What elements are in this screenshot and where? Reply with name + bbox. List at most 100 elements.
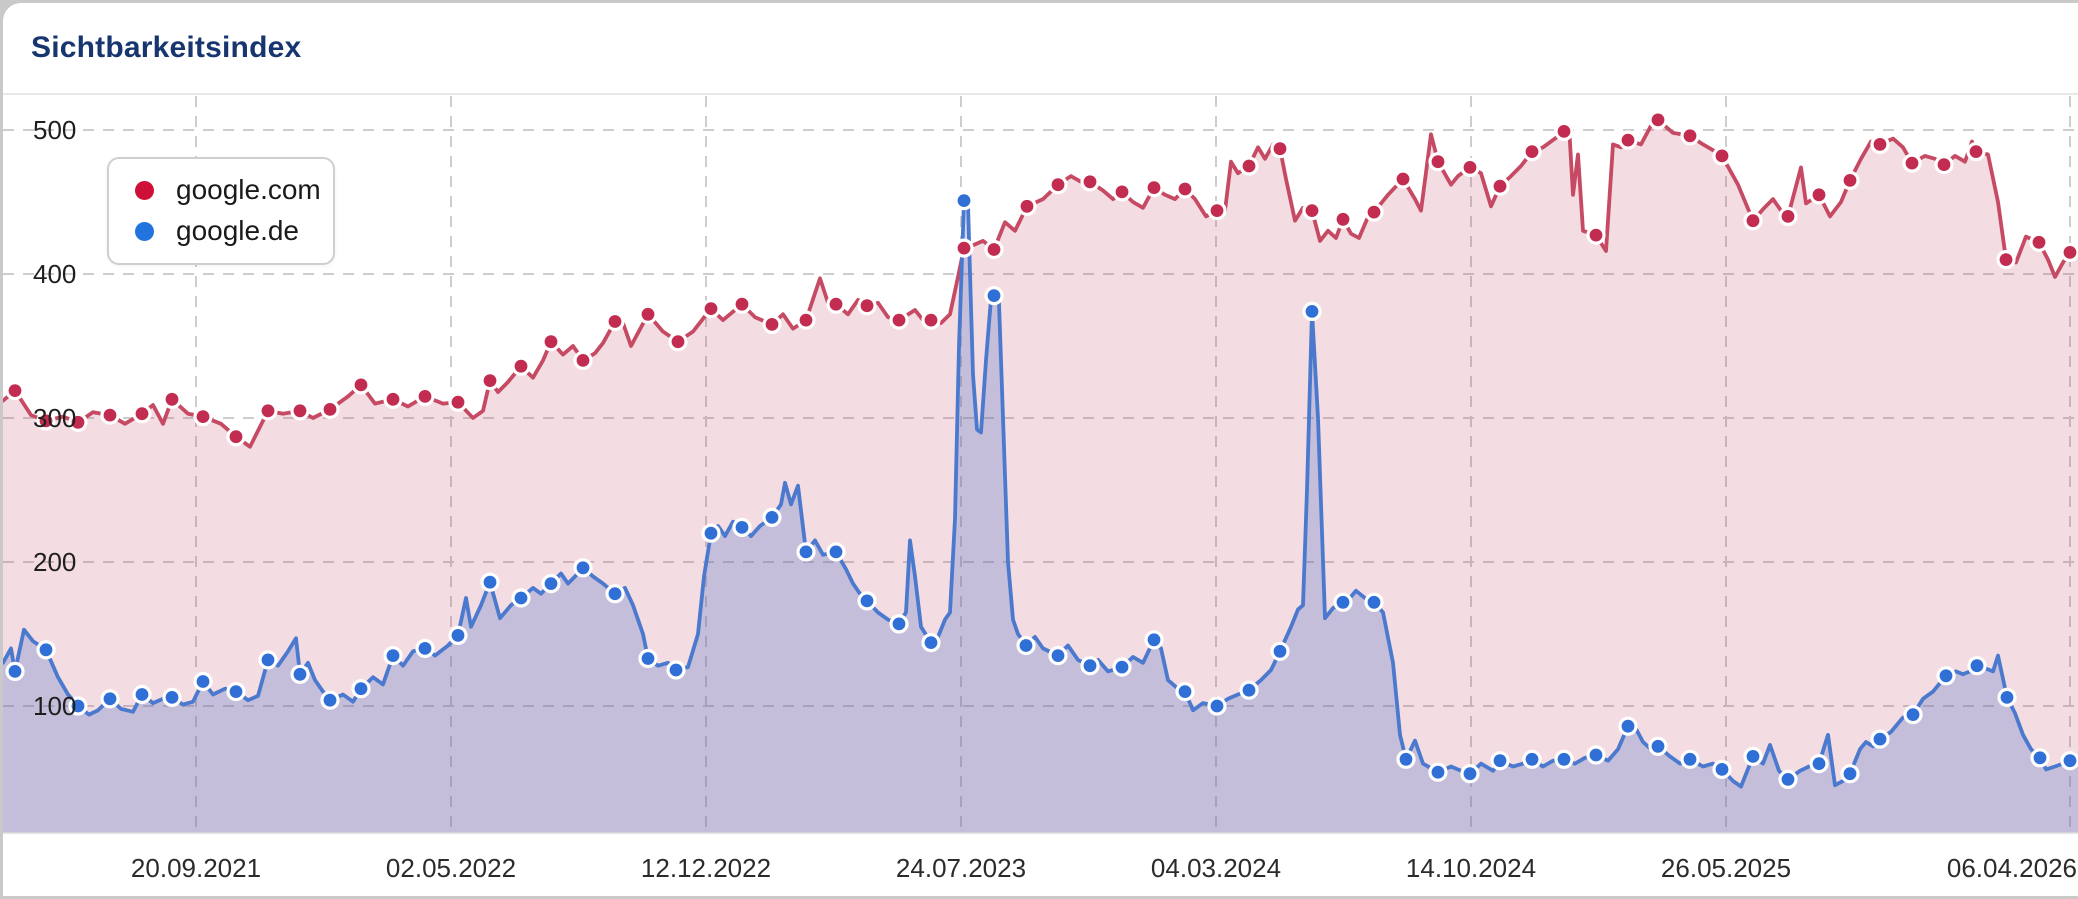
data-point-google.de[interactable] — [1018, 638, 1034, 654]
data-point-google.de[interactable] — [228, 684, 244, 700]
data-point-google.com[interactable] — [1780, 208, 1796, 224]
data-point-google.com[interactable] — [923, 312, 939, 328]
data-point-google.com[interactable] — [1335, 211, 1351, 227]
data-point-google.com[interactable] — [1241, 158, 1257, 174]
data-point-google.de[interactable] — [2032, 750, 2048, 766]
data-point-google.de[interactable] — [1969, 658, 1985, 674]
data-point-google.com[interactable] — [1904, 155, 1920, 171]
data-point-google.com[interactable] — [228, 429, 244, 445]
data-point-google.com[interactable] — [859, 298, 875, 314]
data-point-google.com[interactable] — [195, 409, 211, 425]
data-point-google.de[interactable] — [1999, 689, 2015, 705]
data-point-google.de[interactable] — [1745, 748, 1761, 764]
data-point-google.de[interactable] — [385, 648, 401, 664]
data-point-google.com[interactable] — [1588, 227, 1604, 243]
data-point-google.de[interactable] — [7, 663, 23, 679]
legend-item-google-com[interactable]: google.com — [109, 175, 333, 206]
data-point-google.de[interactable] — [2062, 753, 2078, 769]
data-point-google.com[interactable] — [1114, 184, 1130, 200]
data-point-google.de[interactable] — [164, 689, 180, 705]
data-point-google.com[interactable] — [164, 391, 180, 407]
data-point-google.de[interactable] — [1714, 761, 1730, 777]
data-point-google.com[interactable] — [891, 312, 907, 328]
data-point-google.de[interactable] — [828, 544, 844, 560]
data-point-google.com[interactable] — [956, 240, 972, 256]
data-point-google.de[interactable] — [1335, 594, 1351, 610]
data-point-google.de[interactable] — [1114, 659, 1130, 675]
data-point-google.de[interactable] — [1842, 766, 1858, 782]
data-point-google.com[interactable] — [1082, 174, 1098, 190]
data-point-google.com[interactable] — [1177, 181, 1193, 197]
data-point-google.de[interactable] — [956, 193, 972, 209]
data-point-google.com[interactable] — [1524, 144, 1540, 160]
data-point-google.com[interactable] — [385, 391, 401, 407]
data-point-google.de[interactable] — [668, 662, 684, 678]
data-point-google.com[interactable] — [543, 334, 559, 350]
data-point-google.de[interactable] — [322, 692, 338, 708]
data-point-google.de[interactable] — [1780, 771, 1796, 787]
data-point-google.com[interactable] — [1492, 178, 1508, 194]
data-point-google.com[interactable] — [607, 314, 623, 330]
data-point-google.de[interactable] — [1430, 764, 1446, 780]
data-point-google.com[interactable] — [1209, 203, 1225, 219]
data-point-google.com[interactable] — [1936, 157, 1952, 173]
data-point-google.com[interactable] — [450, 394, 466, 410]
data-point-google.com[interactable] — [1304, 203, 1320, 219]
data-point-google.com[interactable] — [1050, 177, 1066, 193]
data-point-google.com[interactable] — [1872, 136, 1888, 152]
data-point-google.de[interactable] — [513, 590, 529, 606]
data-point-google.com[interactable] — [986, 242, 1002, 258]
data-point-google.com[interactable] — [798, 312, 814, 328]
data-point-google.de[interactable] — [195, 674, 211, 690]
data-point-google.de[interactable] — [1462, 766, 1478, 782]
data-point-google.de[interactable] — [1304, 303, 1320, 319]
data-point-google.com[interactable] — [482, 373, 498, 389]
data-point-google.de[interactable] — [353, 681, 369, 697]
data-point-google.com[interactable] — [2062, 244, 2078, 260]
data-point-google.com[interactable] — [1968, 144, 1984, 160]
data-point-google.com[interactable] — [1146, 180, 1162, 196]
data-point-google.de[interactable] — [1146, 632, 1162, 648]
data-point-google.de[interactable] — [292, 666, 308, 682]
data-point-google.de[interactable] — [1398, 751, 1414, 767]
data-point-google.com[interactable] — [1745, 213, 1761, 229]
data-point-google.com[interactable] — [670, 334, 686, 350]
data-point-google.com[interactable] — [1430, 154, 1446, 170]
data-point-google.de[interactable] — [450, 627, 466, 643]
data-point-google.com[interactable] — [7, 383, 23, 399]
data-point-google.com[interactable] — [260, 403, 276, 419]
data-point-google.com[interactable] — [640, 306, 656, 322]
data-point-google.de[interactable] — [859, 593, 875, 609]
data-point-google.de[interactable] — [260, 652, 276, 668]
data-point-google.com[interactable] — [734, 296, 750, 312]
data-point-google.com[interactable] — [292, 403, 308, 419]
data-point-google.de[interactable] — [923, 635, 939, 651]
data-point-google.de[interactable] — [1366, 594, 1382, 610]
data-point-google.com[interactable] — [575, 352, 591, 368]
data-point-google.com[interactable] — [1650, 112, 1666, 128]
data-point-google.com[interactable] — [353, 377, 369, 393]
data-point-google.de[interactable] — [38, 642, 54, 658]
data-point-google.de[interactable] — [1492, 753, 1508, 769]
data-point-google.com[interactable] — [1395, 171, 1411, 187]
data-point-google.de[interactable] — [703, 525, 719, 541]
data-point-google.de[interactable] — [986, 288, 1002, 304]
data-point-google.de[interactable] — [1272, 643, 1288, 659]
data-point-google.de[interactable] — [1082, 658, 1098, 674]
data-point-google.de[interactable] — [1905, 707, 1921, 723]
data-point-google.de[interactable] — [1177, 684, 1193, 700]
legend-item-google-de[interactable]: google.de — [109, 216, 333, 247]
data-point-google.com[interactable] — [513, 358, 529, 374]
data-point-google.com[interactable] — [828, 296, 844, 312]
data-point-google.de[interactable] — [1588, 747, 1604, 763]
data-point-google.com[interactable] — [1682, 128, 1698, 144]
data-point-google.de[interactable] — [482, 574, 498, 590]
data-point-google.com[interactable] — [1714, 148, 1730, 164]
data-point-google.com[interactable] — [1366, 204, 1382, 220]
data-point-google.de[interactable] — [1650, 738, 1666, 754]
data-point-google.com[interactable] — [1272, 141, 1288, 157]
data-point-google.de[interactable] — [1209, 698, 1225, 714]
data-point-google.de[interactable] — [607, 586, 623, 602]
data-point-google.com[interactable] — [703, 301, 719, 317]
